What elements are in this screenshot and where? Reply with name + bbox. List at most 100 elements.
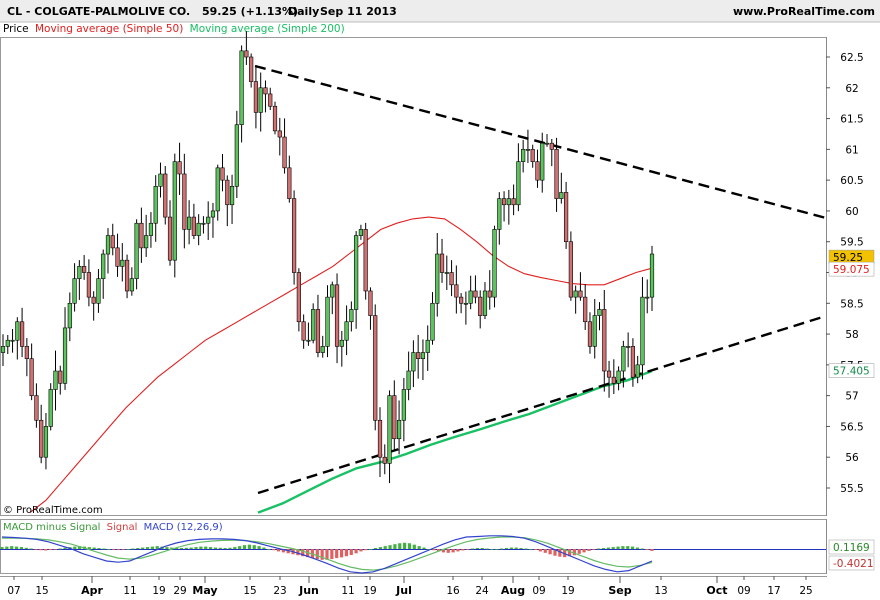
- macd-hist-bar: [626, 546, 630, 549]
- macd-hist-bar: [621, 546, 625, 549]
- macd-hist-bar: [475, 548, 479, 549]
- ma200-line: [257, 369, 653, 514]
- macd-hist-bar: [529, 549, 533, 550]
- macd-legend: MACD minus Signal Signal MACD (12,26,9): [3, 522, 223, 533]
- candle-body: [463, 302, 468, 305]
- candle-body: [48, 389, 53, 427]
- macd-hist-bar: [131, 548, 135, 550]
- x-tick-label: 25: [799, 585, 812, 597]
- candle-body: [454, 284, 459, 298]
- macd-hist-bar: [24, 547, 28, 549]
- candle-body: [416, 352, 421, 359]
- macd-hist-bar: [645, 549, 649, 550]
- candle-body: [144, 235, 149, 249]
- macd-hist-bar: [223, 548, 227, 549]
- candle-body: [430, 302, 435, 341]
- macd-hist-bar: [432, 549, 436, 551]
- macd-hist-bar: [194, 547, 198, 549]
- macd-hist-bar: [592, 549, 596, 550]
- x-tick-label: 13: [654, 585, 667, 597]
- macd-hist-bar: [451, 549, 455, 553]
- x-tick-label: 17: [767, 585, 780, 597]
- candle-body: [287, 167, 292, 199]
- candle-body: [368, 290, 373, 316]
- macd-hist-bar: [92, 547, 96, 549]
- macd-hist-bar: [606, 547, 610, 549]
- candle-body: [626, 346, 631, 348]
- candle-body: [72, 278, 77, 304]
- date-label: Sep 11 2013: [320, 5, 397, 18]
- y-tick-label: 62.5: [840, 52, 863, 64]
- macd-hist-bar: [378, 547, 382, 549]
- x-tick-label: 15: [35, 585, 48, 597]
- macd-hist-bar: [456, 549, 460, 552]
- candle-body: [373, 315, 378, 421]
- ma50-line: [29, 216, 653, 514]
- macd-hist-bar: [175, 547, 179, 549]
- legend: Price Moving average (Simple 50) Moving …: [3, 23, 345, 35]
- y-tick-label: 57: [845, 391, 858, 403]
- macd-hist-bar: [267, 549, 271, 550]
- candle-body: [344, 321, 349, 341]
- macd-hist-bar: [514, 547, 518, 549]
- macd-hist-bar: [436, 549, 441, 552]
- macd-hist-bar: [87, 547, 91, 549]
- macd-hist-bar: [238, 546, 242, 549]
- candle-body: [77, 266, 82, 279]
- macd-hist-bar: [524, 548, 528, 550]
- macd-hist-bar: [335, 549, 339, 559]
- candle-body: [530, 149, 535, 162]
- macd-hist-bar: [446, 549, 450, 553]
- x-tick-label: 19: [363, 585, 376, 597]
- candle-body: [282, 136, 287, 169]
- macd-hist-bar: [63, 547, 67, 549]
- x-tick-label: 07: [7, 585, 20, 597]
- macd-hist-bar: [504, 548, 509, 549]
- candle-body: [296, 272, 301, 323]
- macd-hist-bar: [102, 548, 106, 550]
- macd-value-tag-text: 0.1169: [833, 542, 870, 554]
- candle-body: [559, 192, 564, 199]
- macd-hist-bar: [78, 546, 82, 549]
- y-tick-label: 56: [845, 452, 859, 464]
- macd-hist-bar: [383, 546, 387, 549]
- candle-body: [10, 339, 15, 342]
- macd-line: [1, 535, 653, 574]
- candle-body: [129, 278, 134, 292]
- candle-body: [583, 296, 588, 323]
- macd-hist-bar: [587, 549, 591, 551]
- candle-body: [315, 309, 321, 353]
- macd-hist-bar: [611, 547, 615, 549]
- x-tick-label: 11: [123, 585, 136, 597]
- candle-body: [272, 105, 278, 132]
- candle-body: [540, 142, 545, 181]
- x-tick-label: 23: [273, 585, 286, 597]
- macd-hist-bar: [204, 546, 208, 549]
- candle-body: [597, 309, 602, 316]
- macd-hist-bar: [325, 549, 329, 560]
- macd-hist-bar: [53, 549, 57, 550]
- legend-ma50: Moving average (Simple 50): [35, 23, 183, 35]
- candle-body: [62, 327, 68, 384]
- macd-hist-bar: [373, 548, 378, 549]
- macd-hist-bar: [597, 548, 601, 550]
- macd-hist-bar: [179, 548, 184, 549]
- macd-hist-bar: [548, 549, 552, 555]
- macd-signal-line: [2, 536, 653, 571]
- macd-hist-bar: [572, 549, 576, 556]
- candle-body: [258, 87, 263, 113]
- macd-hist-bar: [640, 548, 644, 550]
- lower-trendline: [257, 314, 827, 495]
- x-tick-label: 16: [446, 585, 460, 597]
- macd-hist-bar: [441, 549, 446, 553]
- macd-hist-bar: [407, 543, 412, 549]
- candle-body: [635, 364, 640, 378]
- candle-body: [244, 50, 249, 58]
- macd-hist-bar: [0, 547, 4, 549]
- candle-body: [101, 253, 106, 279]
- candle-body: [573, 290, 578, 298]
- x-tick-label: 15: [243, 585, 256, 597]
- ma50-tag-text: 59.075: [833, 264, 870, 276]
- macd-hist-bar: [635, 547, 640, 549]
- candle-body: [354, 235, 359, 310]
